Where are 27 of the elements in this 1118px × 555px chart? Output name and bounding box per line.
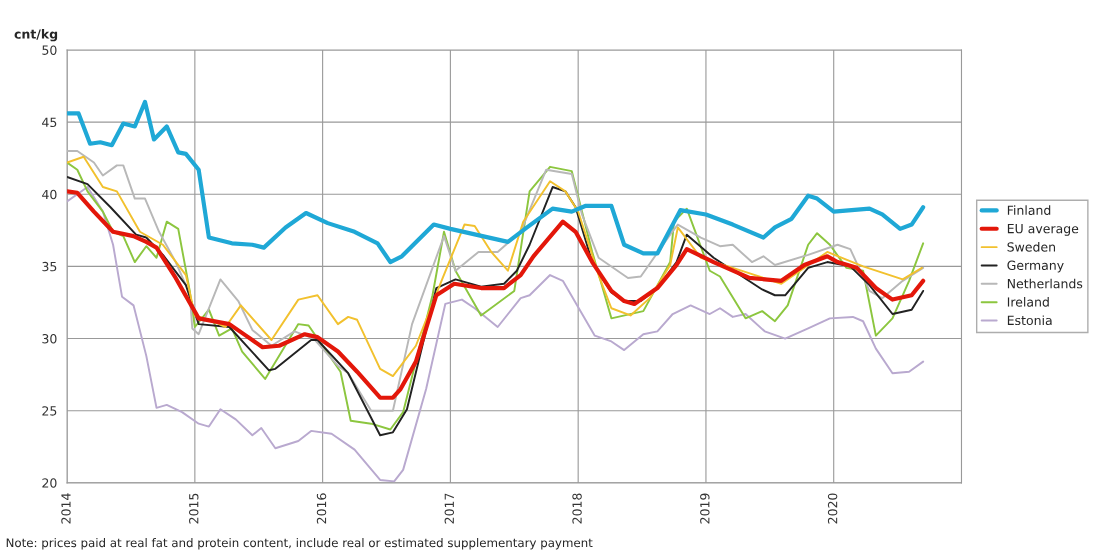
y-tick-label: 30 — [42, 334, 57, 344]
line-series — [67, 155, 923, 378]
x-tick-label: 2016 — [316, 493, 327, 524]
line-series — [67, 189, 926, 400]
x-tick-label: 2019 — [700, 493, 710, 524]
line-series — [67, 186, 925, 483]
x-tick-label: 2015 — [189, 493, 199, 524]
x-tick-label: 2014 — [61, 493, 71, 524]
y-tick-label: 25 — [42, 406, 57, 416]
x-tick-label: 2018 — [572, 493, 582, 524]
legend-label: Ireland — [1007, 297, 1049, 307]
legend-label: Finland — [1007, 205, 1051, 215]
legend-label: EU average — [1007, 224, 1079, 236]
y-axis-title: cnt/kg — [14, 29, 58, 42]
y-tick-label: 20 — [42, 478, 57, 488]
legend-label: Sweden — [1007, 242, 1056, 252]
legend-label: Germany — [1007, 260, 1064, 273]
y-tick-label: 35 — [42, 261, 57, 272]
line-series — [67, 99, 926, 265]
legend-label: Estonia — [1007, 315, 1052, 326]
text: Note: prices paid at real fat and protein content, include real or estimated supplementary payment — [6, 538, 593, 550]
y-tick-label: 45 — [42, 117, 57, 128]
x-tick-label: 2020 — [827, 493, 838, 524]
x-tick-label: 2017 — [444, 493, 455, 524]
y-tick-label: 50 — [42, 45, 57, 55]
y-tick-label: 40 — [42, 189, 57, 200]
legend-label: Netherlands — [1007, 278, 1083, 289]
